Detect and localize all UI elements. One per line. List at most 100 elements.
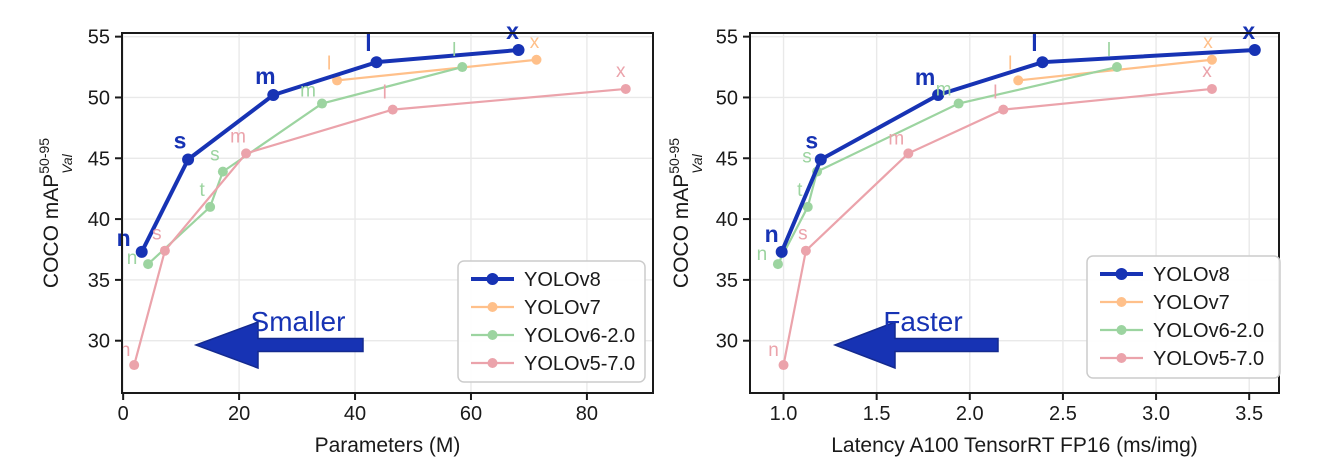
series-YOLOv5-7.0 (129, 83, 631, 371)
y-tick-label: 55 (88, 27, 110, 49)
data-point-YOLOv5-7.0-m (241, 148, 252, 159)
x-tick-label: 80 (576, 403, 598, 425)
x-tick-label: 20 (228, 403, 250, 425)
y-tick-label: 30 (716, 331, 738, 353)
point-label-YOLOv7-l: l (327, 53, 331, 74)
legend-entry-YOLOv7: YOLOv7 (1100, 292, 1230, 314)
point-label-YOLOv5-7.0-n: n (120, 340, 131, 361)
data-point-YOLOv8-l (1036, 56, 1049, 69)
point-label-YOLOv5-7.0-s: s (152, 224, 162, 245)
plot-border (121, 32, 654, 394)
legend-entry-YOLOv7: YOLOv7 (471, 297, 601, 319)
data-point-YOLOv8-x (1248, 44, 1261, 57)
legend-box (1086, 255, 1281, 379)
legend-label: YOLOv5-7.0 (1153, 348, 1264, 370)
data-point-YOLOv5-7.0-n (129, 360, 140, 371)
legend: YOLOv8 YOLOv7 YOLOv6-2.0 YOLOv5-7.0 (457, 260, 646, 383)
point-label-YOLOv6-2.0-l: l (452, 40, 456, 61)
data-point-YOLOv8-n (135, 245, 148, 258)
y-tick-label: 50 (88, 87, 110, 109)
data-point-YOLOv5-7.0-s (800, 245, 811, 256)
data-point-YOLOv7-x (1206, 54, 1217, 65)
y-tick-label: 45 (716, 148, 738, 170)
data-point-YOLOv5-7.0-m (903, 148, 914, 159)
y-tick-label: 30 (88, 331, 110, 353)
legend-marker (1115, 268, 1128, 280)
legend-label: YOLOv7 (1153, 292, 1230, 314)
legend-box (457, 260, 646, 383)
legend-label: YOLOv6-2.0 (524, 325, 635, 347)
legend-entry-YOLOv6-2.0: YOLOv6-2.0 (1100, 320, 1264, 342)
legend-label: YOLOv5-7.0 (524, 353, 635, 375)
legend-marker (486, 273, 499, 285)
point-label-YOLOv5-7.0-m: m (230, 126, 246, 147)
data-point-YOLOv5-7.0-x (620, 83, 631, 94)
legend-entry-YOLOv8: YOLOv8 (1100, 264, 1230, 286)
data-point-YOLOv5-7.0-l (387, 104, 398, 115)
point-label-YOLOv7-x: x (530, 32, 540, 53)
data-point-YOLOv6-2.0-t (205, 201, 216, 212)
x-tick-label: 2.0 (956, 403, 984, 425)
data-point-YOLOv8-m (267, 89, 280, 102)
legend-label: YOLOv8 (524, 269, 601, 291)
data-point-YOLOv6-2.0-l (1111, 62, 1122, 73)
y-axis-label: COCO mAP50-95 Val (666, 138, 705, 288)
point-label-YOLOv8-l: l (1031, 30, 1037, 56)
point-label-YOLOv8-x: x (1242, 18, 1255, 44)
y-tick-label: 40 (88, 209, 110, 231)
point-label-YOLOv8-n: n (117, 225, 131, 251)
point-label-YOLOv8-n: n (765, 221, 779, 247)
legend-marker (1116, 297, 1127, 307)
y-tick-label: 55 (716, 27, 738, 49)
point-label-YOLOv7-x: x (1203, 32, 1213, 53)
legend-marker (487, 330, 498, 340)
data-point-YOLOv6-2.0-l (457, 62, 468, 73)
plot-border (749, 32, 1280, 394)
series-YOLOv7 (332, 54, 542, 86)
point-label-YOLOv8-s: s (174, 127, 187, 153)
y-tick-label: 40 (716, 209, 738, 231)
data-point-YOLOv6-2.0-s (217, 166, 228, 177)
data-point-YOLOv5-7.0-n (778, 360, 789, 371)
legend-label: YOLOv6-2.0 (1153, 320, 1264, 342)
x-axis-label: Parameters (M) (315, 434, 461, 457)
data-point-YOLOv8-x (512, 44, 525, 57)
point-label-YOLOv6-2.0-t: t (797, 180, 803, 201)
data-point-YOLOv6-2.0-t (802, 201, 813, 212)
legend-label: YOLOv7 (524, 297, 601, 319)
data-point-YOLOv6-2.0-n (772, 259, 783, 270)
faster-arrow-icon (832, 320, 999, 370)
point-label-YOLOv6-2.0-s: s (802, 147, 812, 168)
y-tick-label: 35 (88, 270, 110, 292)
x-tick-label: 2.5 (1049, 403, 1077, 425)
data-point-YOLOv5-7.0-x (1206, 83, 1217, 94)
data-point-YOLOv5-7.0-l (998, 104, 1009, 115)
data-point-YOLOv8-s (814, 153, 827, 166)
smaller-arrow-icon (193, 320, 364, 370)
point-label-YOLOv6-2.0-l: l (1107, 40, 1111, 61)
legend: YOLOv8 YOLOv7 YOLOv6-2.0 YOLOv5-7.0 (1086, 255, 1281, 379)
y-axis-label: COCO mAP50-95 Val (36, 138, 75, 288)
legend-label: YOLOv8 (1153, 264, 1230, 286)
y-tick-label: 50 (716, 87, 738, 109)
x-axis-label: Latency A100 TensorRT FP16 (ms/img) (831, 434, 1198, 457)
point-label-YOLOv8-x: x (506, 18, 519, 44)
x-tick-label: 3.5 (1235, 403, 1263, 425)
data-point-YOLOv7-l (1013, 75, 1024, 86)
point-label-YOLOv6-2.0-n: n (757, 244, 768, 265)
point-label-YOLOv5-7.0-l: l (993, 83, 997, 104)
point-label-YOLOv8-m: m (915, 64, 935, 90)
x-tick-label: 0 (118, 403, 129, 425)
point-label-YOLOv6-2.0-m: m (936, 80, 952, 101)
data-point-YOLOv5-7.0-s (159, 245, 170, 256)
x-tick-label: 60 (460, 403, 482, 425)
y-tick-label: 45 (88, 148, 110, 170)
point-label-YOLOv5-7.0-n: n (768, 340, 779, 361)
data-point-YOLOv8-n (775, 245, 788, 258)
